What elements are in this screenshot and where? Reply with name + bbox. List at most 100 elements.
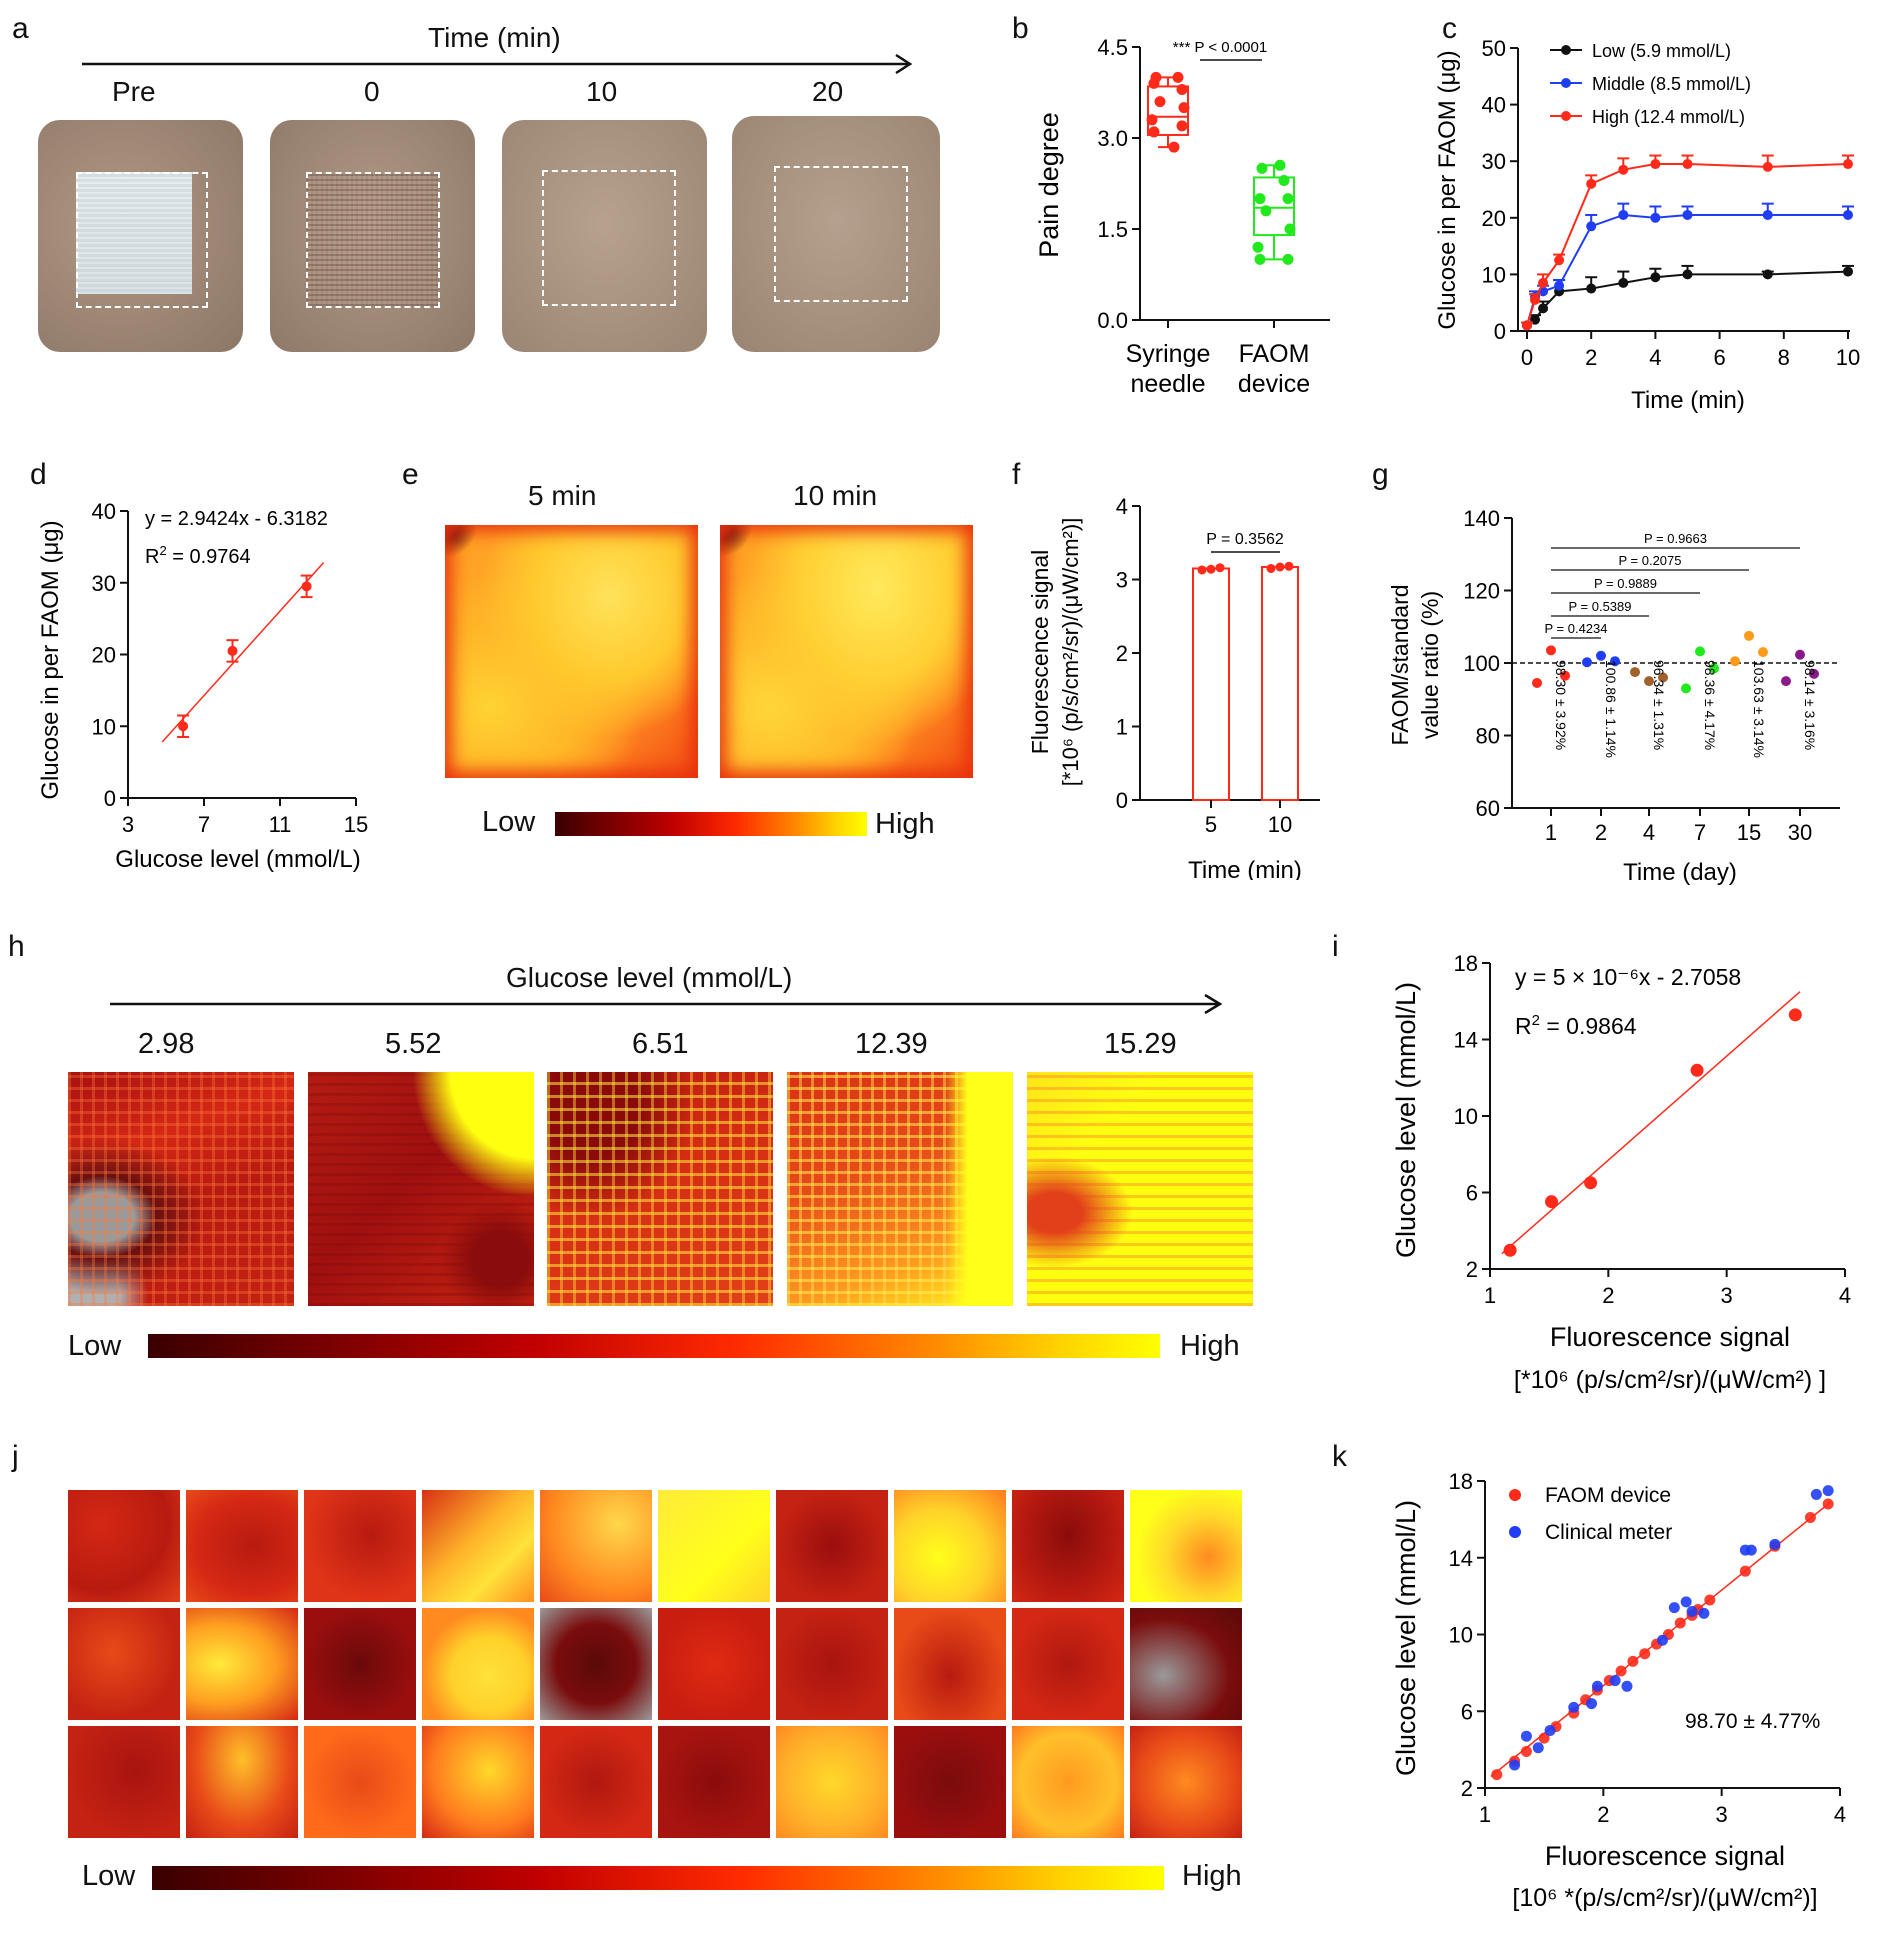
data-point bbox=[1503, 1243, 1517, 1257]
data-point bbox=[1762, 161, 1773, 172]
skin-photo-20min bbox=[732, 116, 940, 352]
y-tick-label: 6 bbox=[1461, 1699, 1473, 1724]
sample-heatmap-tile bbox=[304, 1726, 416, 1838]
y-axis-label: FAOM/standard bbox=[1387, 584, 1413, 745]
data-point bbox=[1704, 1594, 1716, 1606]
data-point bbox=[1843, 209, 1853, 220]
data-point bbox=[1168, 141, 1180, 153]
y-tick-label: 60 bbox=[1476, 796, 1500, 821]
data-point bbox=[1554, 255, 1565, 266]
data-point bbox=[1520, 1730, 1532, 1742]
data-point bbox=[1586, 178, 1597, 189]
data-point bbox=[1582, 657, 1592, 668]
x-tick-label: 15 bbox=[344, 812, 368, 837]
microneedle-patch bbox=[76, 172, 192, 294]
skin-photo-pre bbox=[38, 120, 243, 352]
sample-heatmap-tile bbox=[658, 1490, 770, 1602]
panel-h-axis-label: Glucose level (mmol/L) bbox=[506, 962, 793, 993]
data-point bbox=[1639, 1648, 1651, 1660]
panel-label-a: a bbox=[12, 12, 29, 45]
data-point bbox=[1650, 212, 1661, 223]
data-point bbox=[1758, 647, 1768, 658]
data-point bbox=[1586, 283, 1597, 294]
sample-heatmap-tile bbox=[422, 1726, 534, 1838]
stability-ratio-chart: 60 80 100 120 140 FAOM/standard value ratio (%… bbox=[1387, 506, 1840, 886]
x-tick-label: 10 bbox=[1836, 345, 1860, 370]
data-point bbox=[1538, 303, 1549, 314]
data-point bbox=[1544, 1724, 1556, 1736]
data-point bbox=[1630, 667, 1640, 678]
x-axis-label: Glucose level (mmol/L) bbox=[115, 846, 360, 873]
x-tick-label: 8 bbox=[1778, 345, 1790, 370]
x-tick-label: needle bbox=[1130, 370, 1205, 398]
data-point bbox=[301, 581, 312, 592]
x-tick-label: 5 bbox=[1205, 812, 1217, 837]
x-tick-label: 4 bbox=[1649, 345, 1661, 370]
data-point bbox=[1650, 159, 1661, 170]
group-mean-label: 98.14 ± 3.16% bbox=[1802, 660, 1818, 750]
comparison-p-label: P = 0.4234 bbox=[1544, 621, 1607, 636]
colorbar-low-label: Low bbox=[82, 1860, 136, 1892]
data-point bbox=[1810, 1488, 1822, 1500]
legend-label: FAOM device bbox=[1545, 1484, 1671, 1507]
data-point bbox=[1176, 83, 1188, 95]
x-tick-label: 1 bbox=[1479, 1802, 1491, 1827]
group-mean-label: 98.30 ± 3.92% bbox=[1553, 660, 1569, 750]
data-point bbox=[1627, 1655, 1639, 1667]
sample-heatmap-tile bbox=[304, 1490, 416, 1602]
x-tick-label: 4 bbox=[1834, 1802, 1846, 1827]
data-point bbox=[1596, 650, 1606, 661]
legend-swatch-marker bbox=[1561, 45, 1571, 55]
y-tick-label: 10 bbox=[92, 714, 116, 739]
sample-heatmap-tile bbox=[422, 1490, 534, 1602]
data-point bbox=[1618, 209, 1629, 220]
panel-label-i: i bbox=[1332, 930, 1339, 963]
y-axis-label: Glucose in per FAOM (μg) bbox=[37, 520, 64, 799]
data-point bbox=[1615, 1665, 1627, 1677]
sample-colorbar bbox=[152, 1866, 1164, 1890]
data-point bbox=[1769, 1538, 1781, 1550]
data-point bbox=[1809, 668, 1819, 679]
data-point bbox=[1172, 71, 1184, 83]
y-tick-label: 18 bbox=[1449, 1469, 1473, 1494]
fluorescence-bar-chart: 0 1 2 3 4 Fluorescence signal [*10⁶ (p/s/cm²/s… bbox=[1027, 494, 1320, 880]
panel-label-d: d bbox=[30, 458, 47, 491]
data-point bbox=[1618, 164, 1629, 175]
fit-equation: y = 5 × 10⁻⁶x - 2.7058 bbox=[1515, 964, 1741, 990]
panel-label-h: h bbox=[8, 930, 25, 963]
y-tick-label: 10 bbox=[1482, 262, 1506, 287]
legend-swatch-marker bbox=[1509, 1489, 1521, 1501]
y-tick-label: 140 bbox=[1463, 506, 1500, 531]
y-tick-label: 120 bbox=[1463, 579, 1500, 604]
sample-heatmap-tile bbox=[894, 1726, 1006, 1838]
y-axis-label: Glucose in per FAOM (μg) bbox=[1434, 50, 1461, 329]
comparison-p-label: P = 0.5389 bbox=[1568, 599, 1631, 614]
sample-heatmap-tile bbox=[186, 1726, 298, 1838]
data-point bbox=[1822, 1485, 1834, 1497]
data-point bbox=[1148, 126, 1160, 138]
glucose-heatmap-6.51 bbox=[547, 1072, 773, 1306]
sample-heatmap-tile bbox=[422, 1608, 534, 1720]
panel-label-e: e bbox=[402, 458, 419, 491]
x-tick-label: 2 bbox=[1597, 1802, 1609, 1827]
colorbar-high-label: High bbox=[1180, 1330, 1240, 1362]
y-tick-label: 4.5 bbox=[1097, 35, 1128, 60]
legend-label: Middle (8.5 mmol/L) bbox=[1592, 74, 1751, 94]
x-axis-label: [10⁶ *(p/s/cm²/sr)/(μW/cm²)] bbox=[1512, 1884, 1817, 1912]
y-tick-label: 2 bbox=[1461, 1776, 1473, 1801]
sample-heatmap-tile bbox=[186, 1490, 298, 1602]
data-point bbox=[1275, 562, 1285, 572]
data-point bbox=[1284, 561, 1294, 571]
data-point bbox=[1532, 677, 1542, 688]
x-tick-label: 3 bbox=[1716, 1802, 1728, 1827]
data-point bbox=[1698, 1607, 1710, 1619]
data-point bbox=[1680, 1596, 1692, 1608]
data-point bbox=[1682, 209, 1693, 220]
y-tick-label: 3.0 bbox=[1097, 126, 1128, 151]
data-point bbox=[1781, 676, 1791, 687]
r-squared-label: R2 = 0.9864 bbox=[1515, 1012, 1637, 1039]
sample-heatmap-tile bbox=[540, 1726, 652, 1838]
y-tick-label: 2 bbox=[1116, 641, 1128, 666]
y-tick-label: 2 bbox=[1466, 1257, 1478, 1282]
data-point bbox=[1610, 656, 1620, 667]
